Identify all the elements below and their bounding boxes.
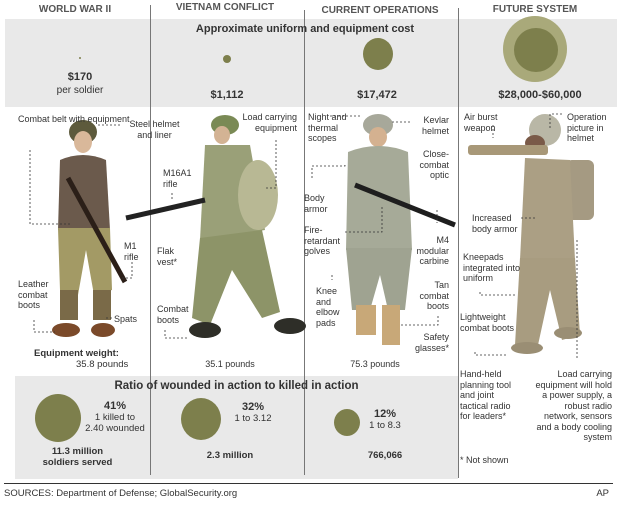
ww2-weight: Equipment weight: 35.8 pounds (34, 348, 128, 370)
label-close-combat-optic: Close-combat optic (419, 149, 449, 180)
vietnam-weight: 35.1 pounds (205, 359, 255, 369)
label-m1-rifle: M1 rifle (124, 241, 139, 262)
served-ww2: 11.3 million soldiers served (42, 446, 113, 468)
cost-vietnam: $1,112 (210, 89, 244, 101)
label-load-carrying: Load carrying equipment (242, 112, 297, 133)
ratio-pct: 41% (103, 400, 127, 412)
label-kneepads: Kneepads integrated into uniform (463, 252, 521, 283)
header-vietnam: VIETNAM CONFLICT (175, 2, 275, 13)
ratio-current: 12% 1 to 8.3 (365, 408, 405, 432)
cost-circle-ww2 (79, 57, 81, 59)
ratio-band (15, 376, 458, 479)
label-hand-held-tool: Hand-held planning tool and joint tactic… (460, 369, 512, 421)
ratio-circle-vietnam (181, 398, 221, 440)
credit: AP (596, 488, 609, 499)
label-operation-picture: Operation picture in helmet (567, 112, 607, 143)
cost-circle-vietnam (223, 55, 231, 63)
cost-unit: per soldier (56, 85, 104, 96)
label-future-load: Load carrying equipment will hold a powe… (535, 369, 612, 442)
served-vietnam: 2.3 million (206, 450, 254, 461)
vietnam-soldier (125, 115, 306, 338)
label-flak-vest: Flak vest* (157, 246, 178, 267)
label-combat-belt: Combat belt with equipment (18, 114, 130, 124)
header-ww2: WORLD WAR II (38, 4, 112, 15)
sources: SOURCES: Department of Defense; GlobalSe… (4, 488, 238, 499)
future-soldier (468, 114, 594, 354)
cost-current: $17,472 (357, 89, 397, 101)
served-current: 766,066 (367, 450, 403, 461)
ratio-text: 1 killed to 2.40 wounded (85, 412, 145, 434)
label-increased-armor: Increased body armor (472, 213, 518, 234)
header-future: FUTURE SYSTEM (492, 4, 578, 15)
cost-ww2: $170 (67, 71, 93, 83)
divider (304, 10, 305, 475)
weight-value: 35.8 pounds (76, 358, 129, 370)
ratio-title: Ratio of wounded in action to killed in … (114, 380, 359, 392)
cost-circle-future-min (514, 28, 558, 72)
label-fire-retardant: Fire-retardant golves (304, 225, 341, 256)
current-weight: 75.3 pounds (350, 359, 400, 369)
weight-label: Equipment weight: (34, 348, 119, 359)
label-tan-boots: Tan combat boots (419, 280, 449, 311)
divider (458, 8, 459, 478)
label-m16a1: M16A1 rifle (163, 168, 192, 189)
cost-circle-current (363, 38, 393, 70)
label-lightweight-boots: Lightweight combat boots (460, 312, 515, 333)
divider (150, 5, 151, 475)
header-current: CURRENT OPERATIONS (321, 5, 439, 16)
ratio-text: 1 to 3.12 (234, 413, 272, 424)
label-safety-glasses: Safety glasses* (414, 332, 449, 353)
label-leather-boots: Leather combat boots (18, 279, 49, 310)
ratio-pct: 32% (241, 401, 265, 413)
label-combat-boots: Combat boots (157, 304, 189, 325)
current-soldier (346, 114, 456, 345)
label-m4-carbine: M4 modular carbine (416, 235, 449, 266)
cost-future: $28,000-$60,000 (498, 89, 582, 101)
leader-lines (29, 113, 578, 360)
cost-title: Approximate uniform and equipment cost (195, 23, 415, 35)
ratio-vietnam: 32% 1 to 3.12 (228, 401, 278, 425)
ratio-circle-ww2 (35, 394, 81, 442)
ww2-soldier (52, 120, 128, 337)
ratio-text: 1 to 8.3 (369, 420, 401, 431)
label-kevlar: Kevlar helmet (421, 115, 449, 136)
footer-rule (4, 483, 613, 484)
not-shown-note: * Not shown (460, 455, 509, 465)
label-body-armor: Body armor (304, 193, 328, 214)
ratio-pct: 12% (373, 408, 397, 420)
label-steel-helmet: Steel helmet and liner (129, 119, 180, 140)
ratio-circle-current (334, 409, 360, 436)
label-air-burst: Air burst weapon (464, 112, 498, 133)
label-night-scopes: Night and thermal scopes (308, 112, 347, 143)
label-spats: Spats (114, 314, 138, 324)
label-knee-pads: Knee and elbow pads (316, 286, 340, 328)
ratio-ww2: 41% 1 killed to 2.40 wounded (85, 400, 145, 435)
